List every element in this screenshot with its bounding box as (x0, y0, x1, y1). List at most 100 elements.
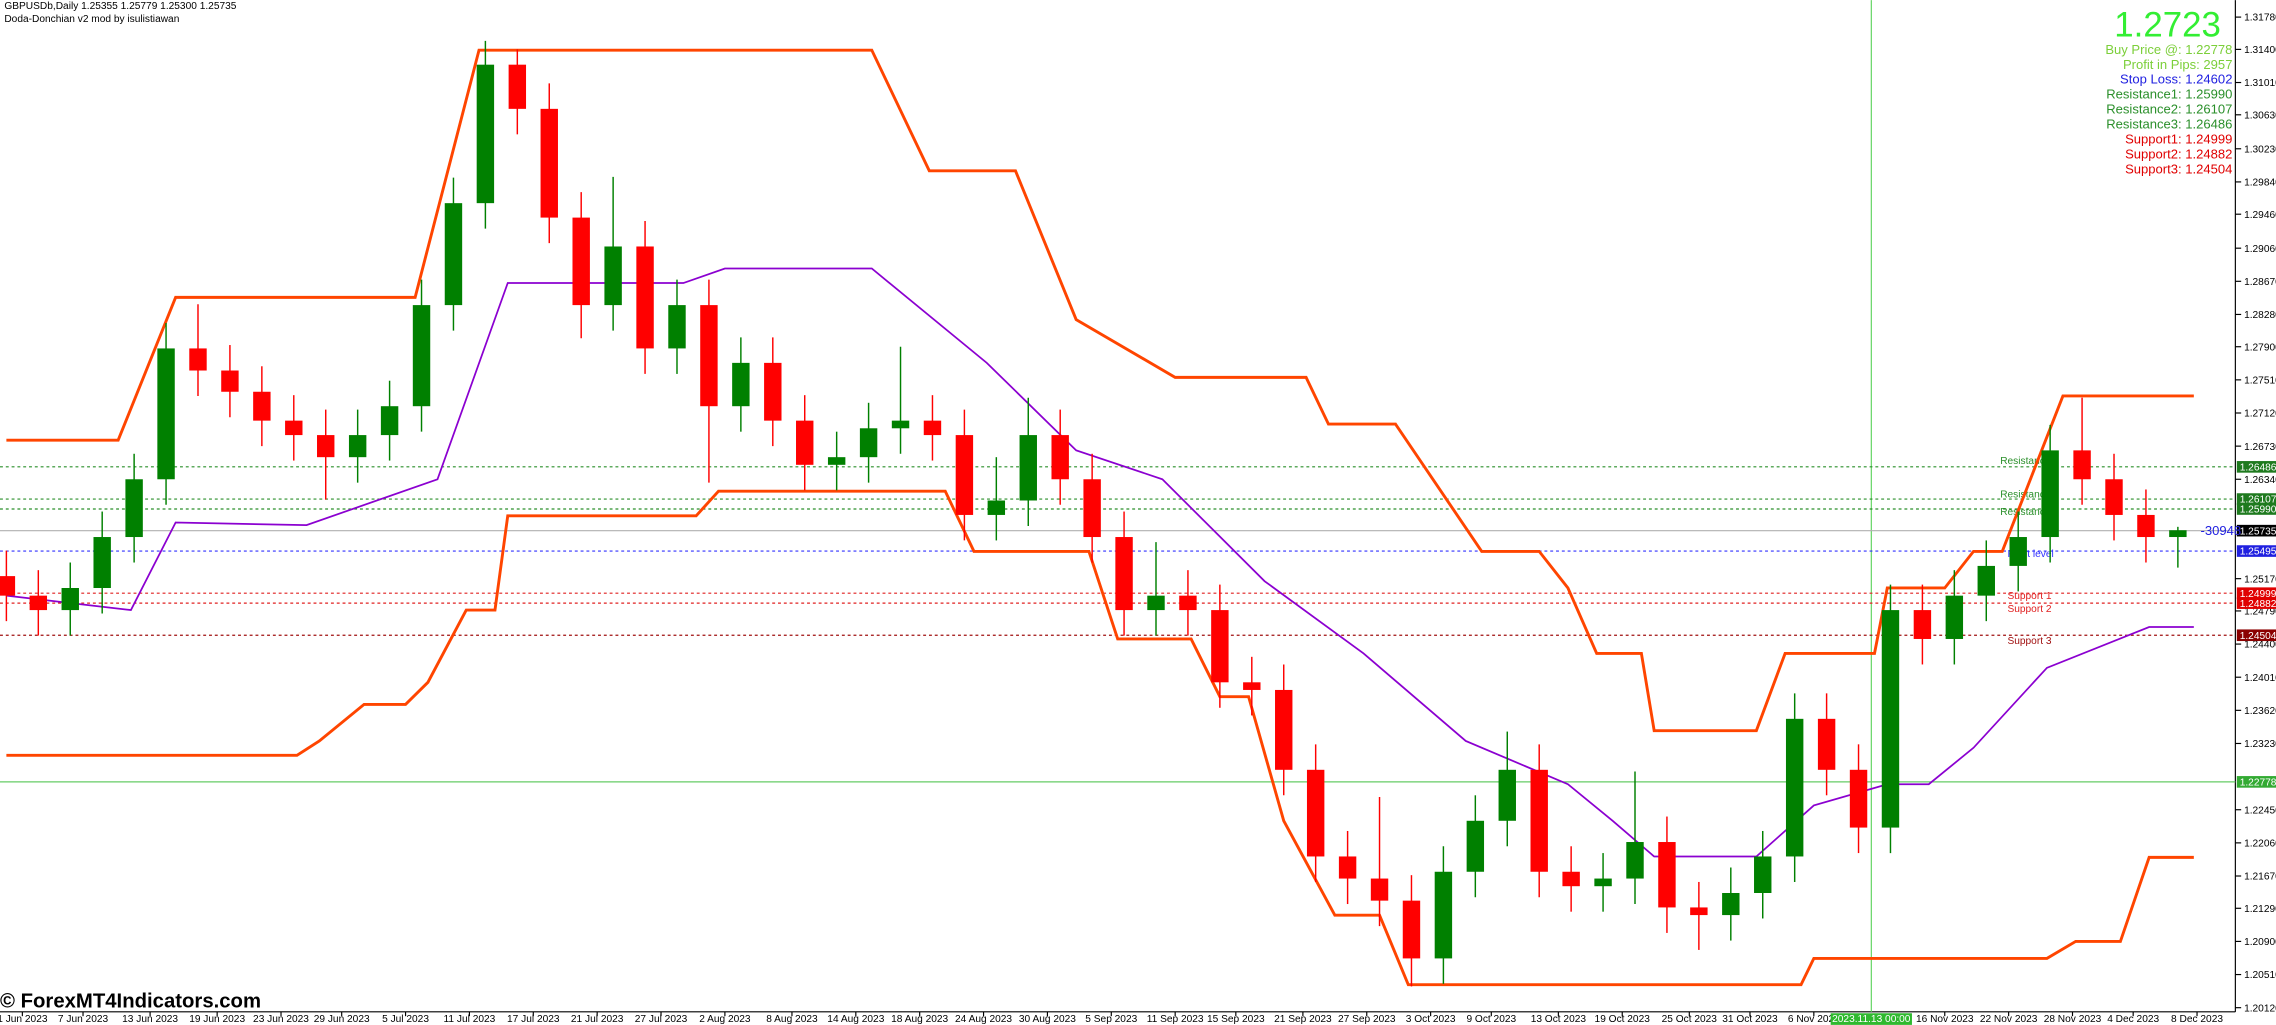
y-tick-label: 1.21670 (2244, 872, 2276, 883)
candle-body (540, 108, 558, 218)
x-tick-label: 31 Oct 2023 (1722, 1014, 1778, 1025)
candle-body (2105, 479, 2123, 515)
level-tag: 1.22778 (2240, 778, 2276, 789)
y-tick-label: 1.28280 (2244, 310, 2276, 321)
x-tick-label: 8 Dec 2023 (2171, 1014, 2223, 1025)
x-tick-label: 2 Aug 2023 (699, 1014, 751, 1025)
y-tick-label: 1.20900 (2244, 937, 2276, 948)
y-tick-label: 1.23230 (2244, 739, 2276, 750)
y-tick-label: 1.29840 (2244, 178, 2276, 189)
y-tick-label: 1.31780 (2244, 13, 2276, 24)
x-tick-label: 5 Jul 2023 (382, 1014, 429, 1025)
y-tick-label: 1.29060 (2244, 244, 2276, 255)
candle-body (1881, 610, 1900, 828)
level-tag: 1.24882 (2240, 599, 2276, 610)
x-tick-label: 21 Jul 2023 (571, 1014, 624, 1025)
y-tick-label: 1.24010 (2244, 673, 2276, 684)
x-tick-label: 3 Oct 2023 (1406, 1014, 1456, 1025)
x-tick-label: 4 Dec 2023 (2107, 1014, 2159, 1025)
x-tick-label: 29 Jun 2023 (314, 1014, 370, 1025)
y-tick-label: 1.31010 (2244, 78, 2276, 89)
info-line: Resistance1: 1.25990 (2106, 87, 2232, 102)
level-tag-bg (2236, 545, 2276, 557)
y-tick-label: 1.30630 (2244, 110, 2276, 121)
y-tick-label: 1.25170 (2244, 574, 2276, 585)
info-line: Profit in Pips: 2957 (2123, 57, 2233, 72)
candle-body (1626, 842, 1644, 879)
indicator-name: Doda-Donchian v2 mod by isulistiawan (4, 14, 179, 25)
y-tick-label: 1.26340 (2244, 475, 2276, 486)
candle-body (508, 64, 527, 109)
candle-body (476, 64, 495, 204)
x-tick-label: 21 Sep 2023 (1274, 1014, 1332, 1025)
candle-body (827, 457, 846, 465)
spread-label: -30948 (2201, 523, 2242, 538)
candle-body (636, 246, 654, 349)
candle-body (2169, 530, 2187, 538)
x-tick-label: 22 Nov 2023 (1980, 1014, 2038, 1025)
candle-body (1466, 820, 1485, 872)
info-line: Stop Loss: 1.24602 (2120, 72, 2232, 87)
candle-body (1945, 595, 1964, 639)
x-tick-label: 24 Aug 2023 (955, 1014, 1012, 1025)
x-tick-label: 7 Jun 2023 (58, 1014, 109, 1025)
x-tick-label: 19 Jun 2023 (189, 1014, 245, 1025)
y-tick-label: 1.20510 (2244, 970, 2276, 981)
x-tick-label: 30 Aug 2023 (1019, 1014, 1076, 1025)
candle-body (1658, 842, 1676, 908)
level-tag-bg (2236, 587, 2276, 599)
y-tick-label: 1.23620 (2244, 706, 2276, 717)
x-tick-label: 25 Oct 2023 (1662, 1014, 1718, 1025)
candle-body (125, 479, 143, 538)
level-tag: 1.26107 (2240, 495, 2276, 506)
candle-body (891, 420, 910, 429)
candle-body (1019, 435, 1037, 501)
candle-body (732, 362, 750, 407)
x-tick-label: 19 Oct 2023 (1595, 1014, 1651, 1025)
candle-body (1594, 878, 1612, 887)
candle-body (1179, 595, 1197, 611)
y-tick-label: 1.21290 (2244, 904, 2276, 915)
candle-body (700, 305, 718, 407)
y-tick-label: 1.27120 (2244, 409, 2276, 420)
candle-body (61, 588, 79, 611)
level-tag: 1.24504 (2240, 631, 2276, 642)
candle-body (1370, 878, 1389, 901)
level-name: Support 2 (2007, 604, 2051, 615)
candle-body (1147, 595, 1165, 611)
y-tick-label: 1.27900 (2244, 342, 2276, 353)
level-tag: 1.24999 (2240, 589, 2276, 600)
info-line: Support1: 1.24999 (2125, 132, 2232, 147)
candle-body (987, 500, 1006, 515)
y-tick-label: 1.24400 (2244, 640, 2276, 651)
candle-body (2009, 537, 2027, 566)
candle-body (1785, 718, 1804, 857)
x-tick-label: 11 Sep 2023 (1147, 1014, 1204, 1025)
x-tick-label: 14 Aug 2023 (827, 1014, 884, 1025)
candle-body (2073, 450, 2091, 480)
x-tick-label: 23 Jun 2023 (253, 1014, 309, 1025)
x-tick-label: 16 Nov 2023 (1916, 1014, 1974, 1025)
cursor-label-bg (1830, 1013, 1912, 1025)
candle-body (1115, 537, 1133, 611)
candle-body (444, 203, 463, 306)
candle-body (285, 420, 303, 436)
y-tick-label: 1.26730 (2244, 442, 2276, 453)
candle-body (157, 348, 175, 480)
candle-body (764, 362, 782, 421)
candle-body (1754, 856, 1772, 893)
candle-body (189, 348, 207, 371)
current-price: 1.2723 (2114, 5, 2221, 44)
candle-body (0, 576, 16, 596)
info-line: Support2: 1.24882 (2125, 146, 2232, 161)
cursor-label: 2023.11.13 00:00 (1832, 1014, 1911, 1025)
x-tick-label: 1 Jun 2023 (0, 1014, 48, 1025)
x-tick-label: 11 Jul 2023 (444, 1014, 496, 1025)
channel-line (6, 267, 2194, 858)
candle-body (221, 370, 239, 392)
candle-body (29, 595, 48, 611)
candle-body (1849, 769, 1868, 828)
